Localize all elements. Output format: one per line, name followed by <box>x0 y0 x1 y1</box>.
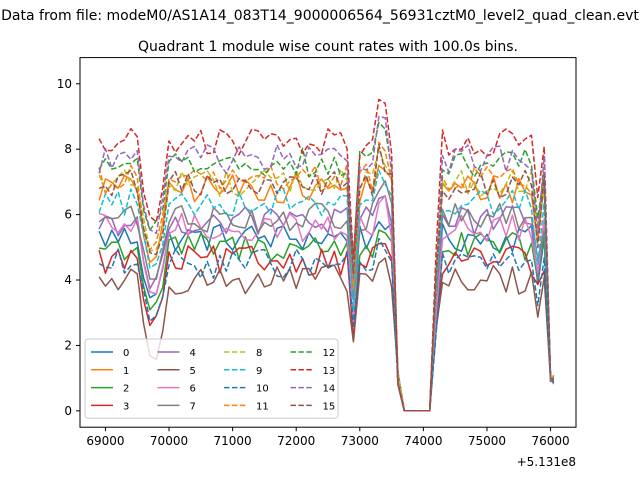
legend-label: 12 <box>323 348 336 359</box>
legend-label: 9 <box>256 366 262 377</box>
legend-label: 14 <box>323 384 336 395</box>
y-tick-label: 10 <box>57 77 72 91</box>
x-tick-label: 71000 <box>214 434 252 448</box>
legend-label: 3 <box>123 401 129 412</box>
series-line-11 <box>98 141 555 412</box>
legend-label: 6 <box>190 384 196 395</box>
x-tick-label: 75000 <box>468 434 506 448</box>
series-line-4 <box>98 195 555 412</box>
x-tick-label: 74000 <box>404 434 442 448</box>
series-line-12 <box>98 121 555 412</box>
series-line-3 <box>98 242 555 412</box>
series-line-8 <box>98 148 555 412</box>
legend-frame <box>84 338 339 419</box>
legend-label: 2 <box>123 384 129 395</box>
series-line-5 <box>98 257 555 412</box>
series-line-14 <box>98 115 555 412</box>
y-tick-label: 8 <box>64 142 72 156</box>
legend-label: 11 <box>256 401 269 412</box>
plot-lines <box>98 98 555 412</box>
y-tick-label: 4 <box>64 273 72 287</box>
series-line-15 <box>98 143 555 412</box>
y-tick-label: 6 <box>64 208 72 222</box>
x-tick-label: 69000 <box>86 434 124 448</box>
x-offset-label: +5.131e8 <box>517 455 576 469</box>
series-line-13 <box>98 98 555 412</box>
x-tick-label: 72000 <box>277 434 315 448</box>
plot-frame <box>79 57 577 428</box>
series-line-9 <box>98 169 555 412</box>
series-line-6 <box>98 194 555 412</box>
x-tick-label: 76000 <box>531 434 569 448</box>
series-line-10 <box>98 237 555 412</box>
legend-label: 5 <box>190 366 196 377</box>
series-line-7 <box>98 180 555 412</box>
y-tick-label: 2 <box>64 338 72 352</box>
legend-label: 15 <box>323 401 336 412</box>
chart-title: Quadrant 1 module wise count rates with … <box>138 39 518 55</box>
y-axis: 0 2 4 6 8 10 <box>57 77 80 418</box>
legend-label: 1 <box>123 366 129 377</box>
x-tick-label: 70000 <box>150 434 188 448</box>
legend-label: 8 <box>256 348 262 359</box>
legend-label: 10 <box>256 384 269 395</box>
y-tick-label: 0 <box>64 404 72 418</box>
legend-label: 13 <box>323 366 336 377</box>
figure-suptitle: Data from file: modeM0/AS1A14_083T14_900… <box>1 8 639 24</box>
legend-label: 4 <box>190 348 196 359</box>
x-tick-label: 73000 <box>341 434 379 448</box>
legend-label: 0 <box>123 348 129 359</box>
x-axis: 69000 70000 71000 72000 73000 74000 75000 76000 <box>86 427 570 448</box>
legend-label: 7 <box>190 401 196 412</box>
